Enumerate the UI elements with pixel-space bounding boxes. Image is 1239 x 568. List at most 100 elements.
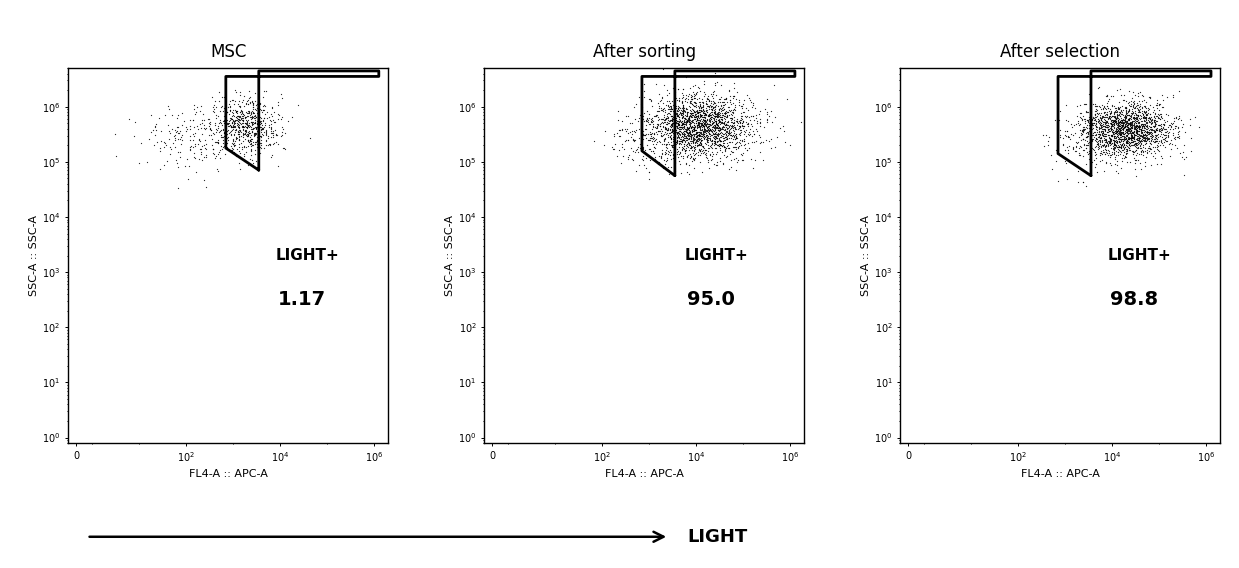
Point — [249, 107, 269, 116]
Point — [1139, 118, 1158, 127]
Point — [217, 144, 237, 153]
Point — [1123, 137, 1142, 146]
Point — [1127, 155, 1147, 164]
Point — [721, 130, 741, 139]
Point — [1150, 101, 1170, 110]
Point — [1097, 107, 1116, 116]
Point — [657, 145, 676, 154]
Point — [712, 132, 732, 141]
Point — [239, 119, 259, 128]
Point — [714, 129, 733, 138]
Point — [699, 105, 719, 114]
Point — [668, 119, 688, 128]
Point — [696, 131, 716, 140]
Point — [1151, 123, 1171, 132]
Point — [612, 116, 632, 126]
Point — [664, 126, 684, 135]
Point — [717, 151, 737, 160]
Point — [1105, 137, 1125, 146]
Point — [731, 136, 751, 145]
Point — [1132, 132, 1152, 141]
Point — [237, 132, 256, 141]
Point — [1103, 131, 1123, 140]
Point — [1115, 123, 1135, 132]
Point — [710, 133, 730, 142]
Point — [144, 141, 164, 150]
Point — [693, 95, 712, 104]
Point — [655, 124, 675, 133]
Point — [1152, 126, 1172, 135]
Point — [670, 127, 690, 136]
Point — [1146, 116, 1166, 126]
Point — [1089, 123, 1109, 132]
Point — [1118, 137, 1137, 147]
Point — [1167, 144, 1187, 153]
Point — [719, 144, 738, 153]
Point — [264, 108, 284, 117]
Point — [1119, 107, 1139, 116]
Point — [663, 115, 683, 124]
Point — [670, 136, 690, 145]
Point — [714, 108, 733, 117]
Point — [1129, 118, 1149, 127]
Point — [1136, 108, 1156, 117]
Point — [259, 139, 279, 148]
Point — [1105, 131, 1125, 140]
Point — [1078, 128, 1098, 137]
Point — [1119, 145, 1139, 154]
Point — [1093, 117, 1113, 126]
Point — [698, 158, 717, 167]
Point — [688, 117, 707, 126]
Point — [1097, 148, 1116, 157]
Point — [243, 117, 263, 126]
Point — [222, 142, 242, 151]
Point — [716, 131, 736, 140]
Point — [639, 144, 659, 153]
Point — [681, 119, 701, 128]
Point — [654, 128, 674, 137]
Point — [1088, 134, 1108, 143]
Point — [216, 139, 235, 148]
Point — [1147, 126, 1167, 135]
Point — [699, 109, 719, 118]
Point — [681, 131, 701, 140]
Point — [255, 110, 275, 119]
Point — [1063, 121, 1083, 130]
Point — [733, 122, 753, 131]
Point — [707, 120, 727, 130]
Point — [688, 116, 707, 125]
Point — [659, 89, 679, 98]
Point — [689, 139, 709, 148]
Point — [731, 127, 751, 136]
Point — [223, 144, 243, 153]
Point — [670, 127, 690, 136]
Point — [618, 136, 638, 145]
Point — [622, 118, 642, 127]
Point — [705, 109, 725, 118]
Point — [1116, 111, 1136, 120]
Point — [1106, 137, 1126, 147]
Point — [239, 129, 259, 138]
Point — [1095, 119, 1115, 128]
Point — [693, 97, 712, 106]
Point — [228, 127, 248, 136]
Point — [1106, 161, 1126, 170]
Point — [648, 160, 668, 169]
Point — [238, 130, 258, 139]
Point — [1079, 104, 1099, 113]
Point — [1085, 129, 1105, 138]
Point — [1054, 145, 1074, 154]
Point — [694, 126, 714, 135]
Point — [1126, 125, 1146, 134]
Point — [1080, 116, 1100, 126]
Point — [159, 101, 178, 110]
Point — [1087, 102, 1106, 111]
Point — [1137, 128, 1157, 137]
Point — [1121, 97, 1141, 106]
Point — [701, 97, 721, 106]
Point — [689, 128, 709, 137]
Point — [679, 145, 699, 154]
Point — [757, 114, 777, 123]
Point — [263, 103, 282, 112]
Point — [724, 133, 743, 142]
